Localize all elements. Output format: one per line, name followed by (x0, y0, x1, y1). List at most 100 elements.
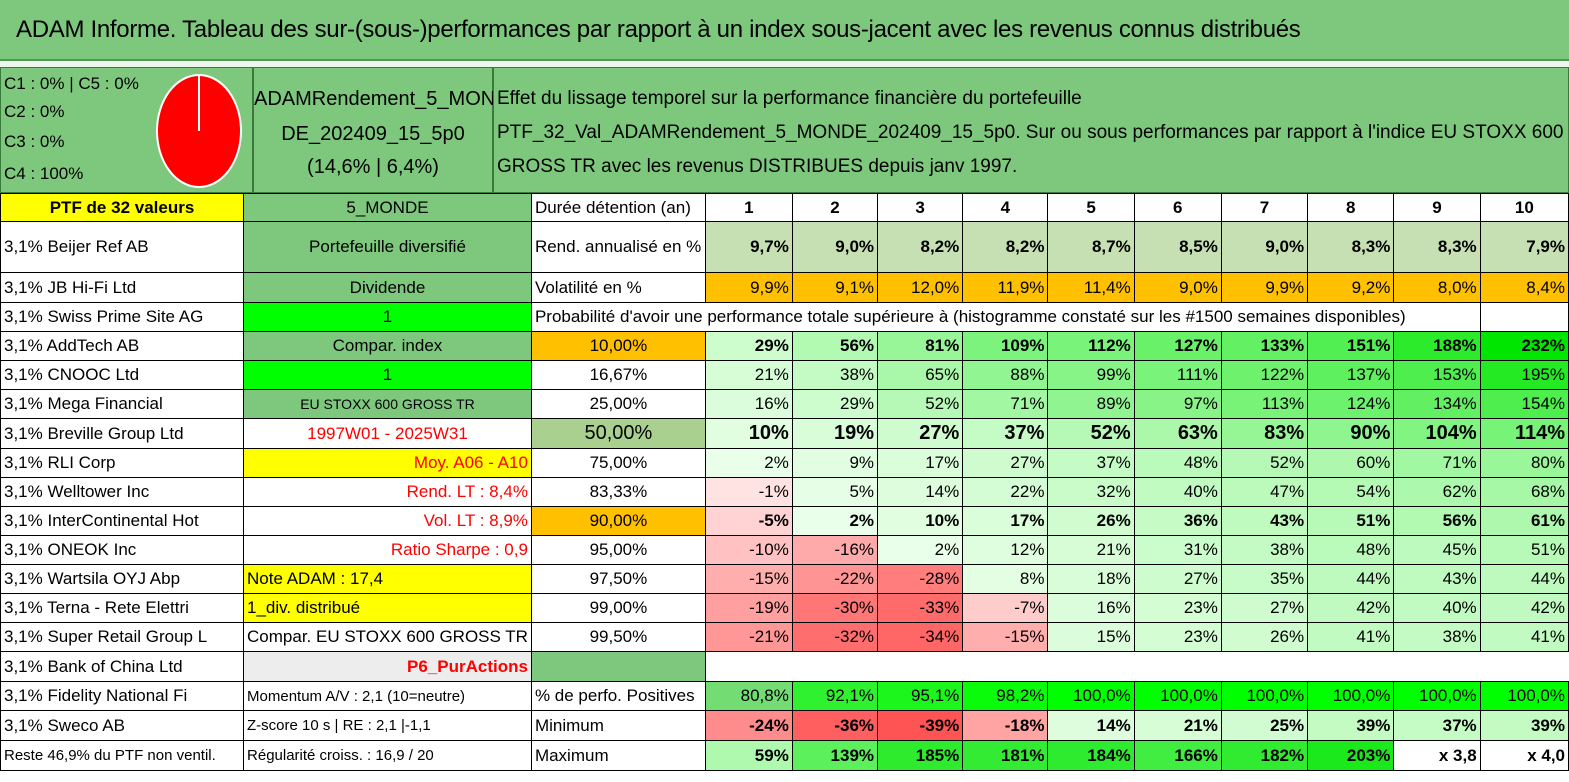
table-row: 3,1% Sweco AB Z-score 10 s | RE : 2,1 |-1… (0, 710, 1569, 741)
positives-value: 95,1% (877, 681, 964, 711)
probability-value: 52% (1220, 448, 1309, 478)
year-header: 3 (877, 193, 964, 222)
probability-value: 44% (1307, 564, 1395, 594)
probability-value: 99% (1047, 360, 1135, 390)
legend-line: C4 : 100% (4, 164, 84, 183)
probability-threshold: 16,67% (530, 360, 706, 390)
table-row: 3,1% Fidelity National Fi Momentum A/V : … (0, 681, 1569, 711)
probability-value: 14% (877, 477, 964, 507)
year-header: 4 (962, 193, 1049, 222)
probability-value: 133% (1220, 331, 1309, 361)
vol-value: 12,0% (877, 272, 964, 303)
table-row: 3,1% RLI Corp Moy. A06 - A10 75,00% 2% 9% 17%… (0, 448, 1569, 478)
holding-name: 3,1% Breville Group Ltd (0, 418, 245, 449)
info-dividend: Dividende (243, 272, 532, 303)
probability-value: 37% (962, 418, 1049, 449)
table-row: 3,1% Wartsila OYJ Abp Note ADAM : 17,4 97,… (0, 564, 1569, 594)
table-row: 3,1% Bank of China Ltd P6_PurActions (0, 651, 1569, 682)
vol-value: 8,4% (1479, 272, 1569, 303)
holding-name: 3,1% AddTech AB (0, 331, 245, 361)
maximum-value: 166% (1133, 740, 1222, 771)
vol-value: 9,9% (1220, 272, 1309, 303)
report-title-bar: ADAM Informe. Tableau des sur-(sous-)per… (0, 0, 1569, 61)
effect-description: Effet du lissage temporel sur la perform… (493, 67, 1569, 193)
probability-value: 81% (877, 331, 964, 361)
probability-value: 5% (791, 477, 879, 507)
category-legend: C1 : 0% | C5 : 0% C2 : 0% C3 : 0% C4 : 1… (0, 67, 253, 193)
probability-value: -15% (704, 564, 793, 594)
holding-name: 3,1% RLI Corp (0, 448, 245, 478)
rend-value: 9,0% (1220, 221, 1309, 273)
legend-line: C1 : 0% | C5 : 0% (4, 74, 139, 93)
probability-value: 137% (1307, 360, 1395, 390)
probability-value: 8% (962, 564, 1049, 594)
probability-value: 10% (877, 506, 964, 536)
holding-name: 3,1% ONEOK Inc (0, 535, 245, 565)
table-row: PTF de 32 valeurs 5_MONDE Durée détention … (0, 193, 1569, 222)
probability-value: -34% (877, 622, 964, 652)
maximum-value: 203% (1307, 740, 1395, 771)
probability-value: 71% (1393, 448, 1481, 478)
probability-value: 16% (1047, 593, 1135, 623)
table-row: 3,1% InterContinental Hot Vol. LT : 8,9% 9… (0, 506, 1569, 536)
probability-threshold: 25,00% (530, 389, 706, 419)
info-strategy: P6_PurActions (243, 651, 532, 682)
probability-value: 19% (791, 418, 879, 449)
info-comparison: Compar. EU STOXX 600 GROSS TR (243, 622, 532, 652)
positives-value: 100,0% (1307, 681, 1395, 711)
year-header: 1 (704, 193, 793, 222)
probability-threshold: 99,00% (530, 593, 706, 623)
holding-name: 3,1% Super Retail Group L (0, 622, 245, 652)
info-long-term-return: Rend. LT : 8,4% (243, 477, 532, 507)
probability-value: -22% (791, 564, 879, 594)
positives-value: 92,1% (791, 681, 879, 711)
report-title: ADAM Informe. Tableau des sur-(sous-)per… (16, 16, 1301, 43)
probability-value: 154% (1479, 389, 1569, 419)
legend-line: C2 : 0% (4, 102, 65, 121)
probability-value: 45% (1393, 535, 1481, 565)
probability-value: 104% (1393, 418, 1481, 449)
probability-value: 9% (791, 448, 879, 478)
probability-value: 41% (1307, 622, 1395, 652)
year-header: 5 (1047, 193, 1135, 222)
holding-name: 3,1% Beijer Ref AB (0, 221, 245, 273)
probability-value: 2% (704, 448, 793, 478)
table-row: 3,1% Mega Financial EU STOXX 600 GROSS TR… (0, 389, 1569, 419)
effect-line3: GROSS TR avec les revenus DISTRIBUES dep… (497, 156, 1018, 177)
probability-value: 17% (962, 506, 1049, 536)
year-header: 2 (791, 193, 879, 222)
probability-value: 16% (704, 389, 793, 419)
probability-value: 89% (1047, 389, 1135, 419)
probability-value: 43% (1220, 506, 1309, 536)
info-compar-index: Compar. index (243, 331, 532, 361)
table-row: 3,1% AddTech AB Compar. index 10,00% 29% 56%… (0, 331, 1569, 361)
probability-value: 112% (1047, 331, 1135, 361)
probability-value: 42% (1307, 593, 1395, 623)
vol-value: 9,0% (1133, 272, 1222, 303)
table-row: 3,1% Welltower Inc Rend. LT : 8,4% 83,33% -… (0, 477, 1569, 507)
portfolio-return-vol: (14,6% | 6,4%) (307, 156, 439, 178)
holding-name: 3,1% CNOOC Ltd (0, 360, 245, 390)
holding-name: 3,1% InterContinental Hot (0, 506, 245, 536)
info-regularity: Régularité croiss. : 16,9 / 20 (243, 740, 532, 771)
vol-value: 11,9% (962, 272, 1049, 303)
info-period: 1997W01 - 2025W31 (243, 418, 532, 449)
probability-value: 153% (1393, 360, 1481, 390)
positives-value: 100,0% (1047, 681, 1135, 711)
positives-value: 98,2% (962, 681, 1049, 711)
probability-value: 63% (1133, 418, 1222, 449)
probability-value: 48% (1133, 448, 1222, 478)
holding-name: 3,1% Sweco AB (0, 710, 245, 741)
probability-value: 38% (1393, 622, 1481, 652)
probability-value: -15% (962, 622, 1049, 652)
minimum-value: 21% (1133, 710, 1222, 741)
probability-value: 23% (1133, 593, 1222, 623)
rend-value: 9,0% (791, 221, 879, 273)
probability-value: 134% (1393, 389, 1481, 419)
probability-value: -16% (791, 535, 879, 565)
maximum-value: 181% (962, 740, 1049, 771)
probability-threshold: 10,00% (530, 331, 706, 361)
probability-value: 127% (1133, 331, 1222, 361)
probability-value: 151% (1307, 331, 1395, 361)
positives-value: 80,8% (704, 681, 793, 711)
